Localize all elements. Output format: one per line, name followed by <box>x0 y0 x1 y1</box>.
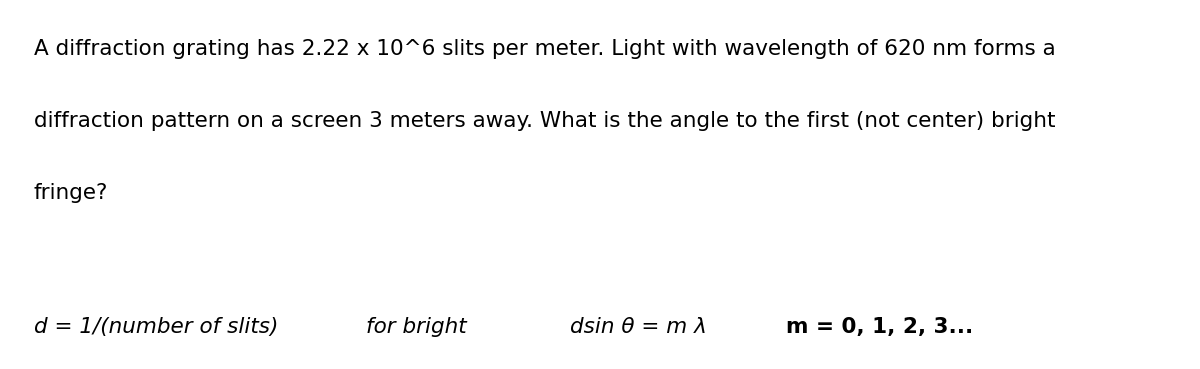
Text: m = 0, 1, 2, 3...: m = 0, 1, 2, 3... <box>786 317 973 337</box>
Text: dsin θ = m λ: dsin θ = m λ <box>570 317 707 337</box>
Text: A diffraction grating has 2.22 x 10^6 slits per meter. Light with wavelength of : A diffraction grating has 2.22 x 10^6 sl… <box>34 39 1055 59</box>
Text: d = 1/(number of slits): d = 1/(number of slits) <box>34 317 278 337</box>
Text: diffraction pattern on a screen 3 meters away. What is the angle to the first (n: diffraction pattern on a screen 3 meters… <box>34 111 1055 131</box>
Text: fringe?: fringe? <box>34 183 108 203</box>
Text: for bright: for bright <box>366 317 467 337</box>
